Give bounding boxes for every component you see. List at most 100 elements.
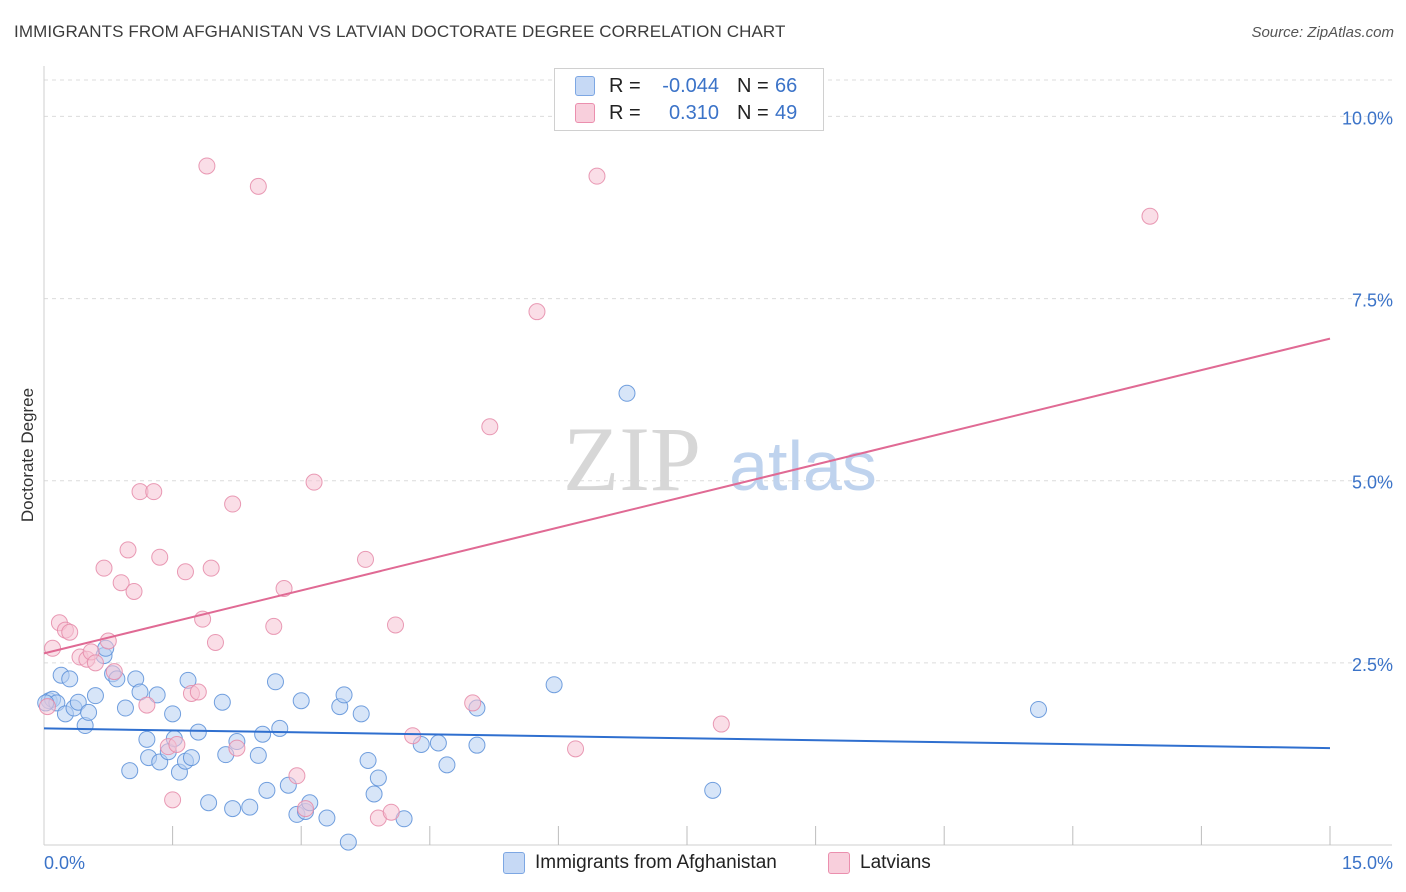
data-point [61, 623, 79, 641]
data-point [528, 303, 546, 321]
data-point [86, 687, 104, 705]
data-point [200, 794, 218, 812]
data-point [296, 800, 314, 818]
data-point [438, 756, 456, 774]
legend-swatch-latvians [575, 103, 595, 123]
watermark: ZIP atlas [563, 408, 877, 510]
legend-label-latvians: Latvians [860, 852, 931, 873]
data-point [202, 559, 220, 577]
data-point [151, 548, 169, 566]
y-tick-label: 5.0% [1352, 473, 1393, 493]
data-point [148, 686, 166, 704]
data-point [168, 735, 186, 753]
legend-item-latvians: Latvians [828, 852, 931, 874]
data-point [265, 617, 283, 635]
legend-n-value: 66 [775, 74, 798, 97]
data-point [224, 495, 242, 513]
data-point [69, 693, 87, 711]
legend-swatch-latvians [828, 852, 850, 874]
legend-r-label: R = [609, 101, 641, 124]
data-point [119, 541, 137, 559]
data-point [241, 798, 259, 816]
x-tick-label: 15.0% [1342, 853, 1393, 873]
data-point [357, 550, 374, 568]
data-point [249, 746, 267, 764]
data-point [1141, 207, 1159, 225]
legend-swatch-afghanistan [575, 76, 595, 96]
data-point [254, 725, 272, 743]
data-point [105, 663, 123, 681]
axes [43, 66, 1392, 846]
data-point [145, 483, 163, 501]
legend-r-label: R = [609, 74, 641, 97]
data-point [44, 639, 62, 657]
watermark-atlas: atlas [729, 427, 877, 505]
data-point [1030, 700, 1048, 718]
legend-n-label: N = [737, 101, 769, 124]
data-point [352, 705, 370, 723]
data-point [464, 694, 482, 712]
data-point [112, 574, 130, 592]
watermark-zip: ZIP [563, 408, 701, 510]
source-label: Source: ZipAtlas.com [1251, 24, 1394, 41]
data-point [80, 703, 98, 721]
chart-title: IMMIGRANTS FROM AFGHANISTAN VS LATVIAN D… [14, 22, 786, 41]
data-point [387, 616, 405, 634]
tick-labels: 2.5% 5.0% 7.5% 10.0% 0.0% 15.0% [44, 108, 1393, 873]
data-point [224, 800, 242, 818]
data-point [38, 698, 56, 716]
legend-swatch-afghanistan [503, 852, 525, 874]
data-point [266, 673, 284, 691]
data-point [305, 473, 323, 491]
trend-line [43, 337, 1331, 655]
series-latvians-points [38, 157, 1159, 827]
data-point [429, 734, 447, 752]
data-point [258, 781, 276, 799]
data-point [86, 654, 104, 672]
trend-line [43, 727, 1331, 750]
data-point [138, 730, 156, 748]
data-point [369, 769, 387, 787]
y-tick-label: 10.0% [1342, 108, 1393, 128]
legend-row-latvians: R = 0.310 N = 49 [575, 100, 797, 126]
data-point [712, 715, 730, 733]
gridlines [44, 79, 1392, 664]
data-point [567, 740, 585, 758]
data-point [545, 676, 563, 694]
data-point [271, 719, 289, 737]
data-point [481, 418, 499, 436]
data-point [382, 803, 400, 821]
legend-n-label: N = [737, 74, 769, 97]
legend-r-value: -0.044 [662, 74, 719, 97]
data-point [138, 696, 156, 714]
legend-label-afghanistan: Immigrants from Afghanistan [535, 852, 777, 873]
legend-row-afghanistan: R = -0.044 N = 66 [575, 73, 797, 99]
data-point [275, 580, 293, 598]
data-point [618, 384, 636, 402]
data-point [292, 692, 310, 710]
data-point [228, 739, 246, 757]
data-point [213, 693, 231, 711]
legend-item-afghanistan: Immigrants from Afghanistan [503, 852, 777, 874]
data-point [588, 167, 606, 185]
data-point [116, 699, 134, 717]
data-point [704, 781, 722, 799]
data-point [189, 723, 207, 741]
data-point [125, 582, 143, 600]
data-point [164, 705, 182, 723]
data-point [61, 670, 79, 688]
trend-lines [43, 337, 1331, 750]
data-point [335, 686, 353, 704]
data-point [404, 727, 422, 745]
data-point [359, 751, 377, 769]
data-point [198, 157, 216, 175]
legend-r-value: 0.310 [668, 101, 719, 124]
legend-n-value: 49 [775, 101, 798, 124]
data-point [189, 683, 207, 701]
data-point [131, 683, 149, 701]
data-point [318, 809, 336, 827]
data-point [365, 785, 383, 803]
x-tick-label: 0.0% [44, 853, 85, 873]
data-point [121, 762, 139, 780]
